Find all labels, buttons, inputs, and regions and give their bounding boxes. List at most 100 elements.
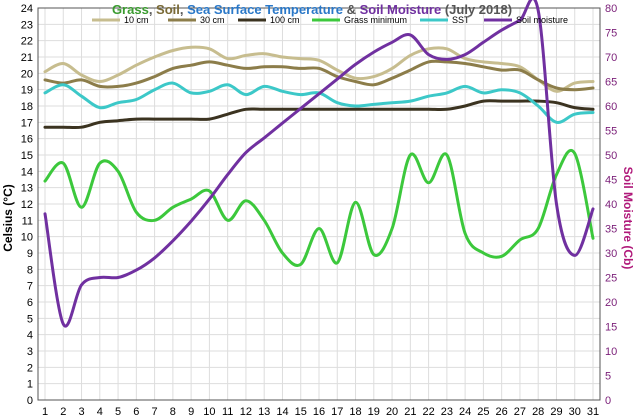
legend-label: SST bbox=[452, 15, 470, 25]
y2-axis-ticks: 0 5 10 15 20 25 30 35 40 45 50 55 60 65 70 75 80 bbox=[605, 3, 617, 407]
y2-tick-label: 55 bbox=[605, 126, 617, 138]
legend-item-10-cm: 10 cm bbox=[92, 15, 149, 25]
x-tick-label: 13 bbox=[258, 406, 270, 418]
x-tick-label: 15 bbox=[295, 406, 307, 418]
y2-tick-label: 25 bbox=[605, 273, 617, 285]
x-tick-label: 18 bbox=[349, 406, 361, 418]
x-tick-label: 23 bbox=[441, 406, 453, 418]
title-segment: Soil bbox=[156, 2, 180, 17]
x-tick-label: 6 bbox=[133, 406, 139, 418]
legend-label: 30 cm bbox=[200, 15, 225, 25]
x-tick-label: 28 bbox=[532, 406, 544, 418]
x-tick-label: 14 bbox=[276, 406, 288, 418]
x-axis-ticks: 1 2 3 4 5 6 7 8 9 10 11 12 13 14 15 16 17 18 19 20 21 22 23 24 2… bbox=[42, 406, 599, 418]
y-tick-label: 2 bbox=[27, 362, 33, 374]
y-tick-label: 16 bbox=[21, 134, 33, 146]
y-tick-label: 4 bbox=[27, 330, 33, 342]
y-tick-label: 23 bbox=[21, 19, 33, 31]
x-tick-label: 19 bbox=[368, 406, 380, 418]
y-tick-label: 17 bbox=[21, 117, 33, 129]
chart-title: Grass, Soil, Sea Surface Temperature & S… bbox=[112, 2, 512, 17]
y-tick-label: 18 bbox=[21, 101, 33, 113]
y-tick-label: 13 bbox=[21, 183, 33, 195]
y-tick-label: 21 bbox=[21, 52, 33, 64]
legend: 10 cm 30 cm 100 cm Grass minimum SST Soil moi… bbox=[92, 15, 568, 25]
x-tick-label: 25 bbox=[477, 406, 489, 418]
y-tick-label: 14 bbox=[21, 166, 33, 178]
y-tick-label: 8 bbox=[27, 264, 33, 276]
x-tick-label: 5 bbox=[115, 406, 121, 418]
x-tick-label: 17 bbox=[331, 406, 343, 418]
y-tick-label: 6 bbox=[27, 297, 33, 309]
y2-tick-label: 80 bbox=[605, 3, 617, 15]
x-tick-label: 27 bbox=[514, 406, 526, 418]
title-segment: & bbox=[343, 2, 360, 17]
x-tick-label: 30 bbox=[569, 406, 581, 418]
x-tick-label: 21 bbox=[404, 406, 416, 418]
y-tick-label: 10 bbox=[21, 232, 33, 244]
series-line-10-cm bbox=[43, 45, 595, 93]
x-tick-label: 24 bbox=[459, 406, 471, 418]
x-tick-label: 7 bbox=[152, 406, 158, 418]
y2-tick-label: 50 bbox=[605, 150, 617, 162]
legend-label: Soil moisture bbox=[516, 15, 568, 25]
legend-item-sst: SST bbox=[420, 15, 470, 25]
y2-tick-label: 35 bbox=[605, 224, 617, 236]
x-tick-label: 10 bbox=[203, 406, 215, 418]
x-tick-label: 31 bbox=[587, 406, 599, 418]
x-tick-label: 4 bbox=[97, 406, 103, 418]
y-tick-label: 5 bbox=[27, 313, 33, 325]
x-tick-label: 16 bbox=[313, 406, 325, 418]
series-lines bbox=[43, 0, 595, 328]
series-line-grass-minimum bbox=[43, 148, 595, 267]
y-tick-label: 19 bbox=[21, 85, 33, 97]
legend-item-soil-moisture: Soil moisture bbox=[484, 15, 568, 25]
y2-tick-label: 30 bbox=[605, 248, 617, 260]
x-tick-label: 22 bbox=[422, 406, 434, 418]
y-tick-label: 7 bbox=[27, 281, 33, 293]
title-segment: (July 2018) bbox=[441, 2, 512, 17]
x-tick-label: 8 bbox=[170, 406, 176, 418]
title-segment: Grass bbox=[112, 2, 149, 17]
x-tick-label: 26 bbox=[496, 406, 508, 418]
y2-tick-label: 60 bbox=[605, 101, 617, 113]
y2-tick-label: 40 bbox=[605, 199, 617, 211]
plot-border bbox=[37, 7, 601, 401]
y-tick-label: 20 bbox=[21, 68, 33, 80]
title-segment: Sea Surface Temperature bbox=[187, 2, 343, 17]
legend-item-30-cm: 30 cm bbox=[168, 15, 225, 25]
y2-tick-label: 65 bbox=[605, 77, 617, 89]
series-line-100-cm bbox=[43, 99, 595, 130]
title-segment: , bbox=[180, 2, 187, 17]
y-tick-label: 1 bbox=[27, 379, 33, 391]
x-tick-label: 1 bbox=[42, 406, 48, 418]
x-tick-label: 9 bbox=[188, 406, 194, 418]
y-axis-title: Celsius (°C) bbox=[1, 184, 15, 251]
legend-label: 100 cm bbox=[270, 15, 300, 25]
y-tick-label: 24 bbox=[21, 3, 33, 15]
series-line-soil-moisture bbox=[43, 0, 595, 328]
legend-item-grass-minimum: Grass minimum bbox=[312, 15, 407, 25]
x-tick-label: 3 bbox=[78, 406, 84, 418]
x-tick-label: 12 bbox=[240, 406, 252, 418]
y2-tick-label: 75 bbox=[605, 28, 617, 40]
legend-label: 10 cm bbox=[124, 15, 149, 25]
y-tick-label: 11 bbox=[22, 215, 33, 227]
y-tick-label: 0 bbox=[27, 395, 33, 407]
title-segment: , bbox=[149, 2, 156, 17]
series-line-30-cm bbox=[43, 59, 595, 92]
y2-tick-label: 15 bbox=[605, 322, 617, 334]
y2-tick-label: 20 bbox=[605, 297, 617, 309]
y-tick-label: 22 bbox=[21, 36, 33, 48]
x-tick-label: 29 bbox=[550, 406, 562, 418]
y-tick-label: 15 bbox=[21, 150, 33, 162]
y2-tick-label: 70 bbox=[605, 52, 617, 64]
y2-tick-label: 5 bbox=[605, 371, 611, 383]
legend-item-100-cm: 100 cm bbox=[238, 15, 300, 25]
y2-axis-title: Soil Moisture (Cb) bbox=[621, 167, 635, 270]
x-tick-label: 20 bbox=[386, 406, 398, 418]
x-tick-label: 2 bbox=[60, 406, 66, 418]
